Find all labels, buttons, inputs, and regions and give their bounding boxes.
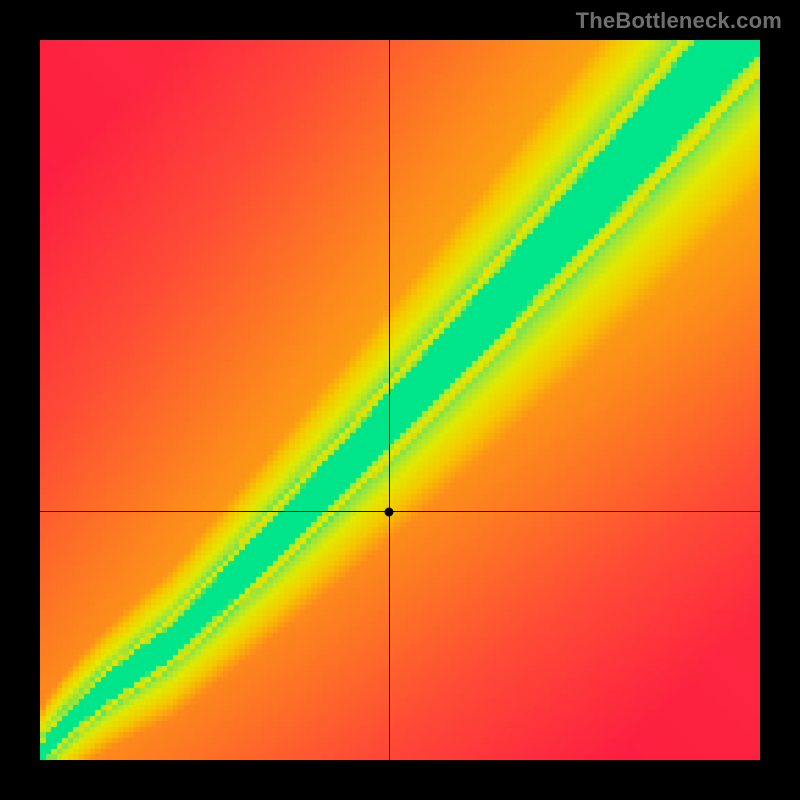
chart-root: TheBottleneck.com <box>0 0 800 800</box>
crosshair-vertical <box>389 40 390 760</box>
heatmap-plot <box>40 40 760 760</box>
crosshair-marker <box>385 507 394 516</box>
watermark-text: TheBottleneck.com <box>576 8 782 34</box>
heatmap-canvas <box>40 40 760 760</box>
crosshair-horizontal <box>40 511 760 512</box>
